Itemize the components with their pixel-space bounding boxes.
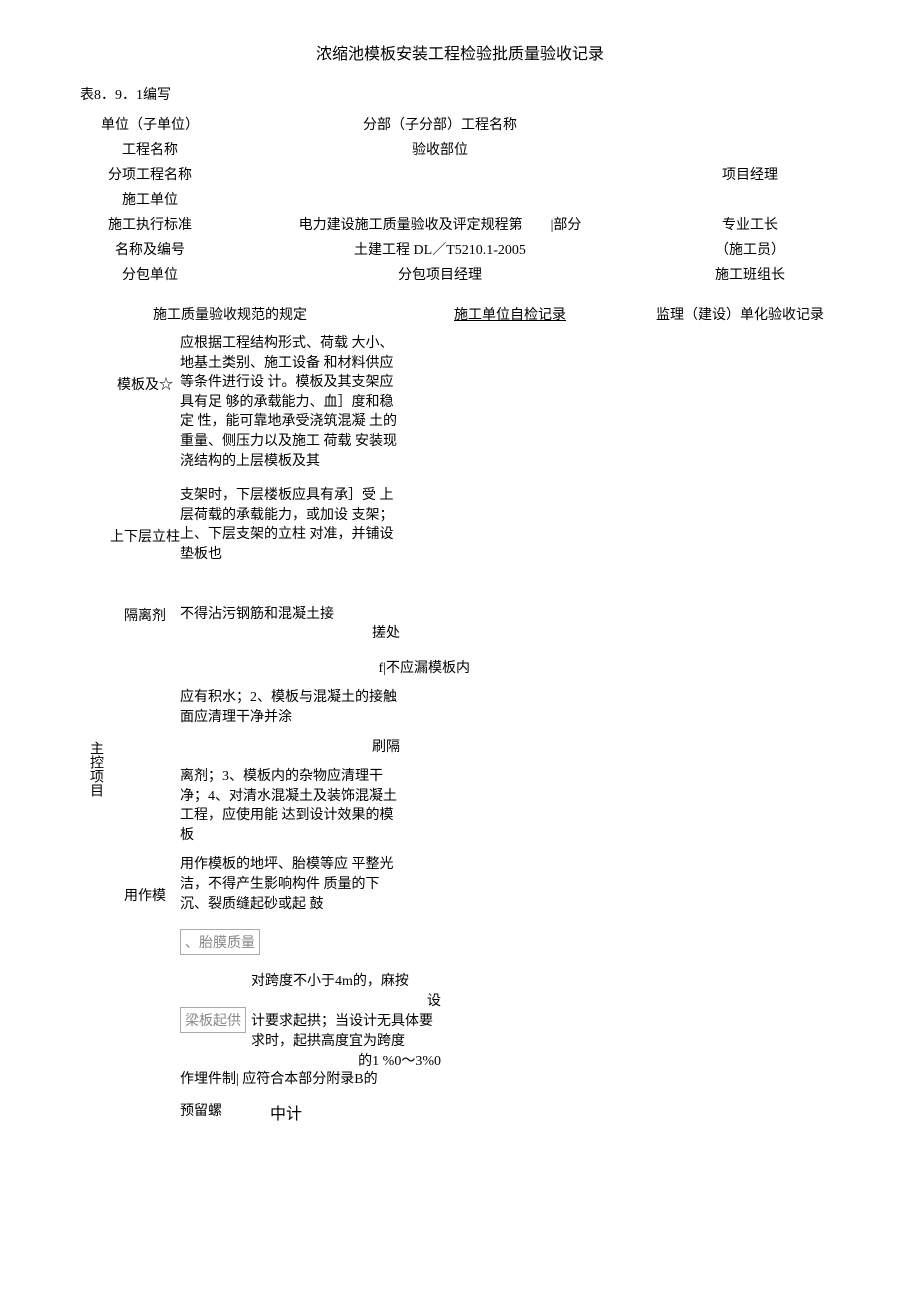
item6-suffix: 设 [251,990,441,1010]
subitem-label: 分项工程名称 [80,164,220,184]
item8-label: 预留螺 [180,1100,260,1124]
item5-box: 、胎膜质量 [180,929,260,955]
vertical-section-label: 主控项目 [80,334,110,1124]
doc-title: 浓缩池模板安装工程检验批质量验收记录 [80,40,840,64]
staff-label: （施工员） [660,239,840,259]
item7-text: 作埋件制| 应符合本部分附录B的 [180,1070,400,1090]
subcontract-label: 分包单位 [80,264,220,284]
item5-text: 用作模板的地坪、胎模等应 平整光洁，不得产生影响构件 质量的下沉、裂质缝起砂或起… [180,855,400,914]
item3-suffix: 搓处 [180,624,400,644]
item3-text: 不得沾污钢筋和混凝土接 [180,607,334,622]
construct-unit-label: 施工单位 [80,189,220,209]
standard-code: 土建工程 DL／T5210.1-2005 [220,239,660,259]
item2-label: 上下层立柱 [110,486,180,564]
empty4 [220,189,660,209]
item2-text: 支架时，下层楼板应具有承］受 上层荷载的承载能力，或加设 支架；上、下层支架的立… [180,486,400,564]
item8-text: 中计 [270,1100,302,1124]
accept-part-label: 验收部位 [220,139,660,159]
team-leader-label: 施工班组长 [660,264,840,284]
project-name-label: 工程名称 [80,139,220,159]
empty5 [660,189,840,209]
spec-col1: 施工质量验收规范的规定 [80,304,380,324]
item5-label: 用作模 [110,855,180,914]
standard-name-label: 名称及编号 [80,239,220,259]
empty [660,114,840,134]
standard-text: 电力建设施工质量验收及评定规程第 |部分 [220,214,660,234]
item6-text3: 的1 %0～3%0 [251,1050,441,1070]
empty2 [660,139,840,159]
item3a-text: f|不应漏模板内 [250,659,470,679]
standard-label: 施工执行标准 [80,214,220,234]
foreman-label: 专业工长 [660,214,840,234]
item4-text1: 应有积水；2、模板与混凝土的接触面应清理干净并涂 [180,688,400,727]
table-number: 表8．9．1编写 [80,84,840,104]
item3-label: 隔离剂 [110,605,180,644]
item4-text3: 离剂；3、模板内的杂物应清理干净；4、对清水混凝土及装饰混凝土工程，应使用能 达… [180,767,400,845]
subpart-label: 分部（子分部）工程名称 [220,114,660,134]
empty3 [220,164,660,184]
item6-box: 梁板起供 [180,1007,246,1033]
spec-col3: 监理（建设）单化验收记录 [640,304,840,324]
item6-text2: 计要求起拱；当设计无具体要求时，起拱高度宜为跨度 [251,1010,441,1050]
item4-text2: 刷隔 [180,738,400,758]
item1-text: 应根据工程结构形式、荷载 大小、地基土类别、施工设备 和材料供应等条件进行设 计… [180,334,400,471]
unit-label: 单位（子单位） [80,114,220,134]
pm-label: 项目经理 [660,164,840,184]
item6-text: 对跨度不小于4m的，麻按 [251,974,409,989]
item1-label: 模板及☆ [110,334,180,471]
spec-col2: 施工单位自检记录 [380,304,640,324]
sub-pm-label: 分包项目经理 [220,264,660,284]
